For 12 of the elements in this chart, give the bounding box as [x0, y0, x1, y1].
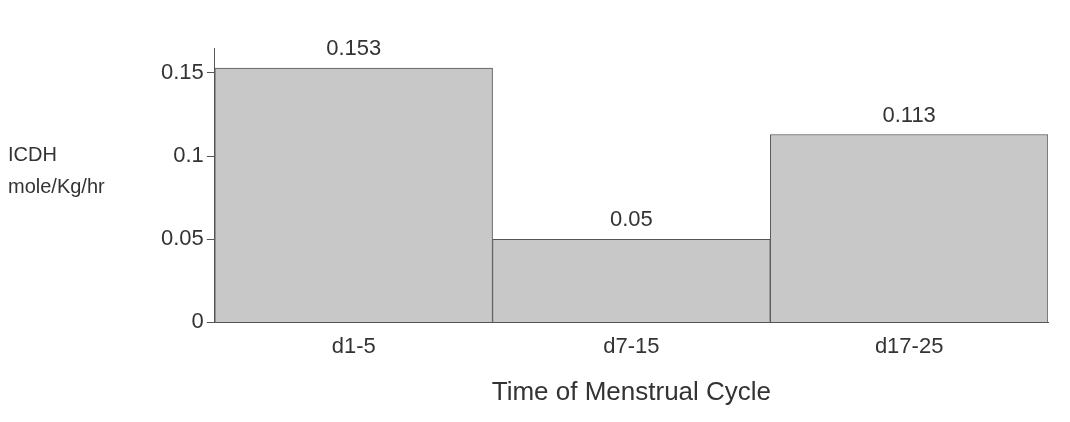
x-axis-title: Time of Menstrual Cycle: [491, 375, 772, 406]
y-tick-label: 0: [191, 308, 204, 334]
x-tick-label: d17-25: [874, 332, 944, 358]
y-axis-title: ICDH mole/Kg/hr: [8, 142, 106, 199]
data-label: 0.113: [882, 101, 936, 127]
data-label: 0.153: [326, 35, 382, 61]
x-tick-label: d7-15: [603, 332, 660, 358]
y-tick-label: 0.1: [173, 142, 204, 168]
y-tick-label: 0.05: [160, 225, 204, 251]
x-tick-label: d1-5: [331, 332, 376, 358]
y-tick-label: 0.15: [160, 59, 204, 85]
data-label: 0.05: [610, 206, 653, 232]
